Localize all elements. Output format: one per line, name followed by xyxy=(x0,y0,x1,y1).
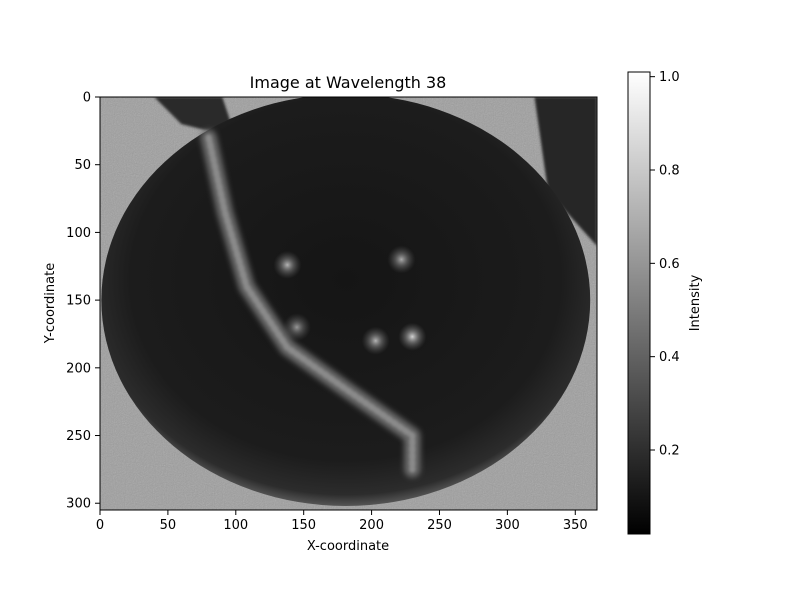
heatmap-image xyxy=(100,97,597,510)
chart-title: Image at Wavelength 38 xyxy=(250,73,447,92)
highlight-spot xyxy=(282,313,311,342)
colorbar-tick-label: 0.2 xyxy=(659,444,680,459)
x-tick-label: 200 xyxy=(359,518,384,533)
stem xyxy=(205,134,416,473)
y-axis-ticks: 0 50 100 150 200 250 300 xyxy=(66,91,100,512)
colorbar-label: Intensity xyxy=(688,274,703,331)
x-tick-label: 300 xyxy=(495,518,520,533)
x-tick-label: 100 xyxy=(223,518,248,533)
y-tick-label: 50 xyxy=(74,158,91,173)
y-tick-label: 300 xyxy=(66,497,91,512)
y-tick-label: 250 xyxy=(66,429,91,444)
highlight-spot xyxy=(361,326,390,355)
x-tick-label: 0 xyxy=(96,518,104,533)
y-tick-label: 150 xyxy=(66,294,91,309)
colorbar-tick-label: 0.6 xyxy=(659,257,680,272)
x-tick-label: 250 xyxy=(427,518,452,533)
colorbar xyxy=(627,71,651,535)
colorbar-ticks: 0.2 0.4 0.6 0.8 1.0 xyxy=(650,70,680,459)
colorbar-tick-label: 1.0 xyxy=(659,70,680,85)
y-tick-label: 0 xyxy=(83,91,91,106)
x-tick-label: 150 xyxy=(291,518,316,533)
x-tick-label: 350 xyxy=(563,518,588,533)
y-tick-label: 200 xyxy=(66,361,91,376)
x-tick-label: 50 xyxy=(160,518,177,533)
colorbar-tick-label: 0.4 xyxy=(659,350,680,365)
sphere xyxy=(101,97,591,506)
y-axis-label: Y-coordinate xyxy=(43,263,58,344)
highlight-spot xyxy=(387,245,416,274)
x-axis-label: X-coordinate xyxy=(307,539,389,554)
highlight-spot xyxy=(273,250,302,279)
y-tick-label: 100 xyxy=(66,226,91,241)
plot-frame xyxy=(99,96,598,511)
highlight-spot xyxy=(398,322,427,351)
colorbar-tick-label: 0.8 xyxy=(659,164,680,179)
dark-object-right xyxy=(534,97,597,246)
x-axis-ticks: 0 50 100 150 200 250 300 350 xyxy=(96,510,588,533)
